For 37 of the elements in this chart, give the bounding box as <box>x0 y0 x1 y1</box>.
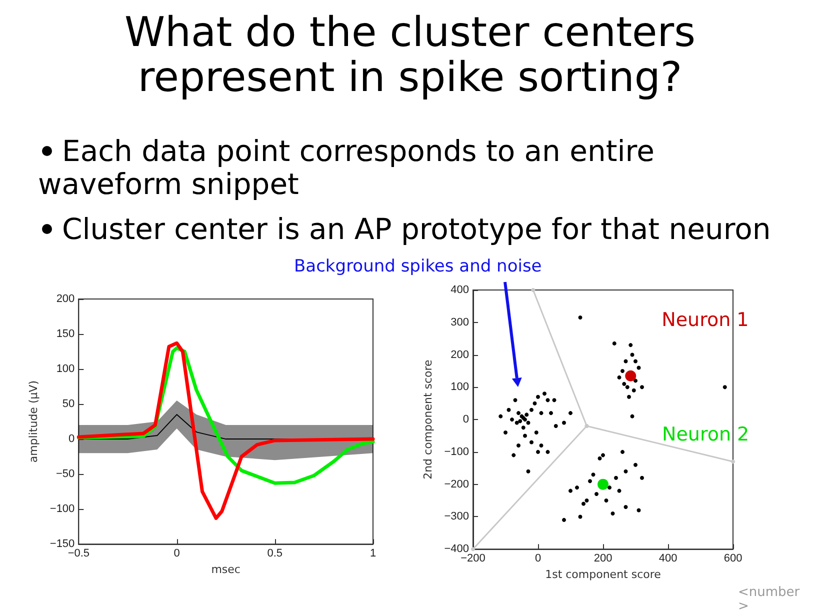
y-tick-label: −400 <box>444 543 469 556</box>
y-tick-label: 50 <box>62 398 75 410</box>
text: Neuron 1 <box>662 308 749 331</box>
y-tick-label: −300 <box>444 510 469 523</box>
y-tick-label: 150 <box>56 328 75 340</box>
y-tick-label: 100 <box>450 381 469 394</box>
y-tick-label: 0 <box>462 414 469 426</box>
x-tick-label: 400 <box>658 552 678 565</box>
y-tick-label: 400 <box>450 284 469 296</box>
x-axis-title: msec <box>211 563 240 576</box>
x-tick-label: 600 <box>724 552 742 565</box>
y-axis-title: amplitude (μV) <box>27 380 40 463</box>
y-tick-label: −200 <box>444 478 469 490</box>
y-tick-label: 200 <box>56 293 75 305</box>
x-tick-label: 0.5 <box>267 548 283 560</box>
text: Cluster center is an AP prototype for that neuron <box>61 212 772 246</box>
x-axis-title: 1st component score <box>545 568 662 581</box>
y-tick-label: −100 <box>444 446 469 458</box>
chart-title: What do the cluster centers represent in spike sorting? <box>124 8 696 101</box>
y-tick-label: 200 <box>450 348 469 361</box>
y-tick-label: 0 <box>68 433 75 446</box>
text: Neuron 2 <box>662 423 750 446</box>
x-tick-label: 0 <box>534 552 542 565</box>
x-tick-label: 1 <box>370 548 376 560</box>
y-axis-title: 2nd component score <box>421 359 434 480</box>
x-tick-label: 0 <box>174 548 180 560</box>
y-tick-label: −50 <box>56 468 75 480</box>
x-tick-label: −0.5 <box>68 548 90 560</box>
text: <number> <box>738 585 801 613</box>
y-tick-label: 300 <box>450 316 469 328</box>
x-tick-label: 200 <box>594 552 612 565</box>
y-tick-label: −150 <box>50 538 75 550</box>
text: Each data point corresponds to an entire waveform snippet <box>38 134 656 201</box>
y-tick-label: 100 <box>56 363 75 376</box>
y-tick-label: −100 <box>50 503 75 516</box>
x-tick-label: −200 <box>460 552 486 565</box>
text: Background spikes and noise <box>294 256 542 276</box>
